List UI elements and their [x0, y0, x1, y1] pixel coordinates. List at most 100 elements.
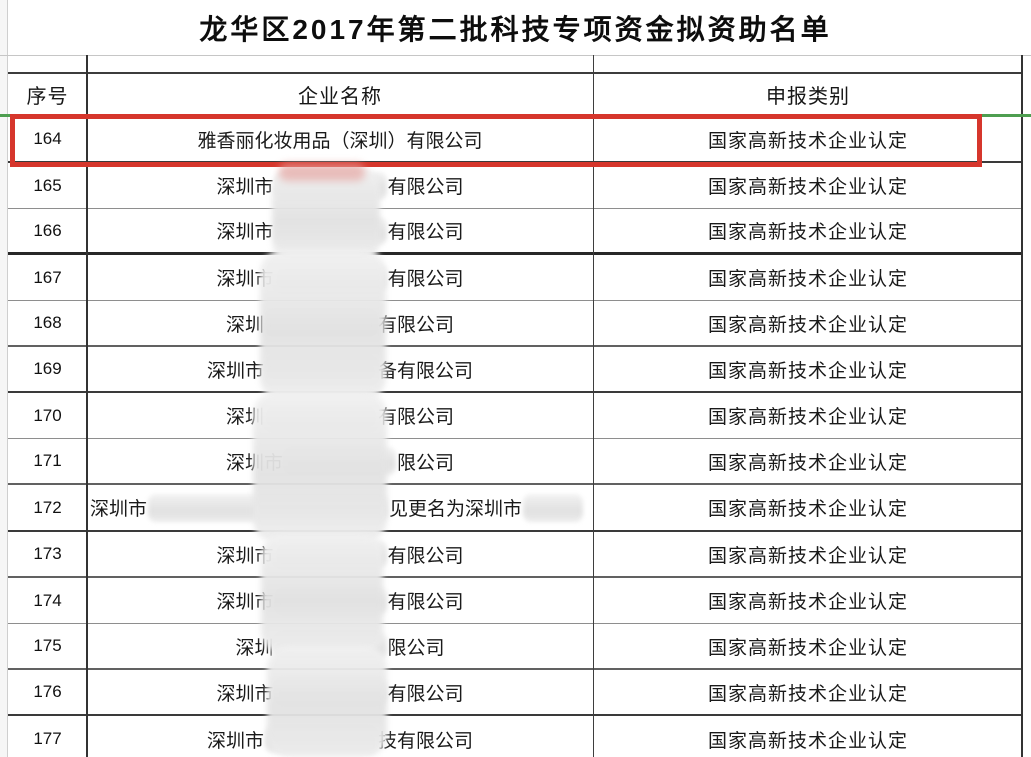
- row-top-green-line-right: [978, 114, 1031, 117]
- row-number: 171: [33, 451, 62, 470]
- row-number: 175: [33, 636, 62, 655]
- company-name-fragment: 深圳市: [216, 592, 274, 613]
- table-row: 176 深圳市 有限公司 国家高新技术企业认定: [8, 670, 1023, 716]
- redacted-blur: [274, 678, 387, 706]
- header-no: 序号: [26, 86, 69, 108]
- table-row: 173 深圳市 有限公司 国家高新技术企业认定: [8, 532, 1023, 578]
- row-number: 168: [33, 313, 62, 332]
- table-header-row: 序号 企业名称 申报类别: [8, 74, 1023, 117]
- company-name-fragment: 有限公司: [387, 592, 464, 613]
- company-name-fragment: 备有限公司: [378, 360, 474, 382]
- application-category: 国家高新技术企业认定: [707, 545, 908, 567]
- company-name-fragment: 有限公司: [378, 407, 455, 428]
- table-row: 171 深圳市 限公司 国家高新技术企业认定: [8, 439, 1023, 485]
- company-name-fragment: 深圳市: [216, 177, 274, 198]
- row-number: 173: [33, 544, 62, 563]
- row-number: 172: [33, 497, 62, 517]
- redacted-blur: [274, 263, 387, 292]
- company-name-fragment: 限公司: [387, 637, 445, 659]
- table-row: 172 深圳市 见更名为深圳市 国家高新技术企业认定: [8, 485, 1023, 532]
- company-name-fragment: 深圳市: [216, 545, 274, 567]
- company-name-cell: 雅香丽化妆用品（深圳）有限公司: [87, 117, 593, 161]
- application-category: 国家高新技术企业认定: [707, 222, 908, 243]
- company-name-fragment: 限公司: [397, 452, 455, 474]
- row-number: 174: [33, 590, 62, 610]
- company-name-cell: 深圳市 技有限公司: [87, 716, 593, 757]
- column-gridline: [593, 55, 594, 757]
- title-divider-line: [0, 55, 1031, 56]
- redacted-blur: [265, 309, 377, 337]
- company-name-fragment: 有限公司: [387, 269, 464, 290]
- application-category: 国家高新技术企业认定: [707, 130, 908, 152]
- application-category: 国家高新技术企业认定: [707, 407, 908, 428]
- row-number: 164: [33, 129, 62, 148]
- company-name-fragment: 见更名为深圳市: [389, 499, 523, 520]
- company-name-fragment: 深圳: [225, 314, 264, 336]
- table-body: 164 雅香丽化妆用品（深圳）有限公司 国家高新技术企业认定 165 深圳市 有限公司 国家…: [8, 117, 1023, 757]
- redacted-blur: [265, 401, 377, 430]
- company-name-cell: 深圳市 有限公司: [87, 255, 593, 300]
- table-row: 174 深圳市 有限公司 国家高新技术企业认定: [8, 578, 1023, 624]
- application-category: 国家高新技术企业认定: [707, 177, 908, 198]
- table-right-border: [1021, 55, 1023, 757]
- table-row: 165 深圳市 有限公司 国家高新技术企业认定: [8, 163, 1023, 209]
- table-row: 168 深圳 有限公司 国家高新技术企业认定: [8, 301, 1023, 347]
- page-left-gridline: [7, 0, 8, 757]
- company-name-cell: 深圳 限公司: [87, 624, 593, 668]
- company-name-fragment: 深圳: [225, 407, 264, 428]
- header-name: 企业名称: [298, 86, 382, 108]
- row-top-green-line-left: [0, 114, 14, 117]
- company-name-cell: 深圳市 限公司: [87, 439, 593, 483]
- company-name-fragment: 深圳市: [216, 222, 274, 243]
- application-category: 国家高新技术企业认定: [707, 360, 908, 382]
- company-name-cell: 深圳 有限公司: [87, 393, 593, 438]
- column-gridline: [86, 55, 88, 757]
- header-category: 申报类别: [766, 86, 850, 108]
- page-title: 龙华区2017年第二批科技专项资金拟资助名单: [199, 14, 832, 45]
- company-name-fragment: 有限公司: [387, 222, 464, 243]
- redacted-blur: [523, 493, 584, 522]
- application-category: 国家高新技术企业认定: [707, 499, 908, 520]
- table-row-highlighted: 164 雅香丽化妆用品（深圳）有限公司 国家高新技术企业认定: [8, 117, 1023, 163]
- company-name-fragment: 深圳市: [216, 269, 274, 290]
- company-name-fragment: 深圳市: [206, 730, 264, 752]
- company-name-cell: 深圳市 有限公司: [87, 209, 593, 252]
- row-number: 165: [33, 175, 62, 195]
- application-category: 国家高新技术企业认定: [707, 683, 908, 705]
- company-name-fragment: 有限公司: [387, 683, 464, 705]
- redacted-blur: [265, 355, 377, 383]
- redacted-blur: [274, 586, 387, 615]
- application-category: 国家高新技术企业认定: [707, 730, 908, 752]
- redacted-blur: [148, 493, 389, 522]
- company-name-fragment: 深圳市: [206, 360, 264, 382]
- row-number: 166: [33, 220, 62, 240]
- table-row: 177 深圳市 技有限公司 国家高新技术企业认定: [8, 716, 1023, 757]
- company-name-cell: 深圳市 有限公司: [87, 670, 593, 714]
- page-left-margin: [0, 0, 7, 757]
- company-name-fragment: 有限公司: [387, 177, 464, 198]
- redacted-blur: [274, 171, 387, 200]
- company-name-fragment: 有限公司: [378, 314, 455, 336]
- company-name-cell: 深圳市 备有限公司: [87, 347, 593, 391]
- application-category: 国家高新技术企业认定: [707, 592, 908, 613]
- redacted-blur: [274, 632, 387, 660]
- table-row: 169 深圳市 备有限公司 国家高新技术企业认定: [8, 347, 1023, 393]
- redacted-blur: [274, 540, 387, 568]
- company-name-fragment: 深圳: [235, 637, 274, 659]
- company-name-fragment: 深圳市: [90, 499, 148, 520]
- company-name-cell: 深圳市 有限公司: [87, 578, 593, 623]
- company-name-cell: 深圳市 有限公司: [87, 163, 593, 208]
- table-row: 170 深圳 有限公司 国家高新技术企业认定: [8, 393, 1023, 439]
- company-name-cell: 深圳市 见更名为深圳市: [87, 485, 593, 530]
- company-name-cell: 深圳市 有限公司: [87, 532, 593, 576]
- company-name-fragment: 雅香丽化妆用品（深圳）有限公司: [197, 130, 483, 152]
- funding-table: 序号 企业名称 申报类别 164 雅香丽化妆用品（深圳）有限公司 国家高新技术企业认…: [8, 72, 1023, 757]
- company-name-fragment: 有限公司: [387, 545, 464, 567]
- table-row: 167 深圳市 有限公司 国家高新技术企业认定: [8, 255, 1023, 301]
- table-row: 166 深圳市 有限公司 国家高新技术企业认定: [8, 209, 1023, 255]
- company-name-fragment: 深圳市: [216, 683, 274, 705]
- company-name-fragment: 深圳市: [225, 452, 283, 474]
- row-number: 167: [33, 267, 62, 287]
- row-number: 170: [33, 405, 62, 425]
